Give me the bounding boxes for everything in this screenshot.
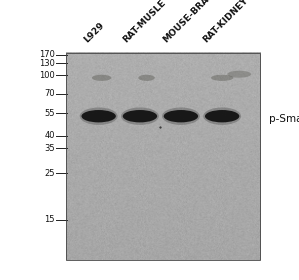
Text: 70: 70 <box>44 89 55 98</box>
Text: 15: 15 <box>44 215 55 224</box>
Bar <box>66 53 260 260</box>
Ellipse shape <box>92 75 112 81</box>
Text: 170: 170 <box>39 50 55 59</box>
Ellipse shape <box>81 110 116 122</box>
Ellipse shape <box>121 108 159 125</box>
Text: p-Smad3 (S425): p-Smad3 (S425) <box>269 114 299 124</box>
Text: MOUSE-BRAIN: MOUSE-BRAIN <box>161 0 219 45</box>
Text: L929: L929 <box>82 21 106 45</box>
Text: 35: 35 <box>44 144 55 153</box>
Ellipse shape <box>162 108 200 125</box>
Ellipse shape <box>227 71 251 78</box>
Ellipse shape <box>138 75 155 81</box>
Ellipse shape <box>123 110 157 122</box>
Text: 25: 25 <box>44 169 55 178</box>
Text: 100: 100 <box>39 71 55 80</box>
Ellipse shape <box>205 110 239 122</box>
Text: RAT-KIDNEY: RAT-KIDNEY <box>202 0 250 45</box>
Text: 40: 40 <box>44 131 55 140</box>
Text: RAT-MUSLE: RAT-MUSLE <box>121 0 167 45</box>
Ellipse shape <box>203 108 241 125</box>
Text: 55: 55 <box>44 109 55 118</box>
Ellipse shape <box>80 108 118 125</box>
Ellipse shape <box>211 75 234 81</box>
Ellipse shape <box>164 110 198 122</box>
Text: 130: 130 <box>39 59 55 67</box>
